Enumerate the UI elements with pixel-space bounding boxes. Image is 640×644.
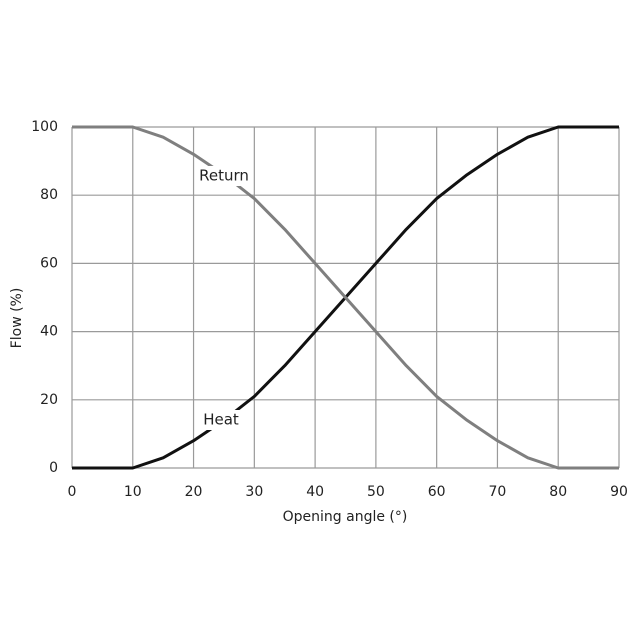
y-tick-label: 0 bbox=[49, 460, 58, 476]
x-tick-label: 30 bbox=[245, 484, 263, 500]
x-tick-label: 60 bbox=[428, 484, 446, 500]
label-background bbox=[198, 166, 250, 186]
series-label: Heat bbox=[203, 411, 239, 429]
y-tick-label: 100 bbox=[31, 119, 58, 135]
x-tick-label: 10 bbox=[124, 484, 142, 500]
x-tick-label: 0 bbox=[68, 484, 77, 500]
x-tick-label: 90 bbox=[610, 484, 628, 500]
x-tick-label: 50 bbox=[367, 484, 385, 500]
y-tick-label: 80 bbox=[40, 187, 58, 203]
line bbox=[72, 125, 619, 470]
label-background bbox=[195, 410, 247, 430]
y-tick-label: 60 bbox=[40, 255, 58, 271]
y-tick-label: 40 bbox=[40, 324, 58, 340]
x-tick-label: 20 bbox=[185, 484, 203, 500]
x-axis-label: Opening angle (°) bbox=[283, 509, 408, 525]
series-label: Return bbox=[199, 167, 249, 185]
x-tick-label: 40 bbox=[306, 484, 324, 500]
y-axis-label: Flow (%) bbox=[9, 288, 25, 349]
x-tick-label: 80 bbox=[549, 484, 567, 500]
y-tick-label: 20 bbox=[40, 392, 58, 408]
x-tick-label: 70 bbox=[489, 484, 507, 500]
